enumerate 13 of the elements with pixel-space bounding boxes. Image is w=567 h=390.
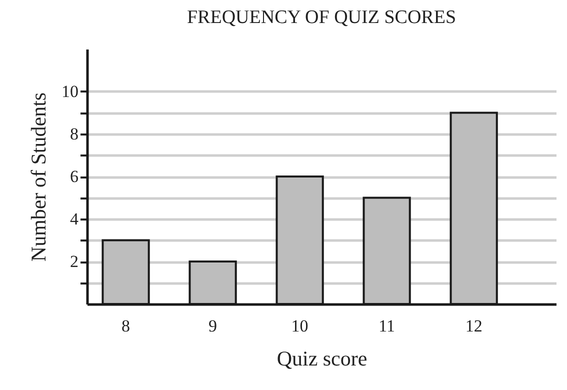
x-axis-title: Quiz score bbox=[276, 346, 368, 370]
x-tick-label: 9 bbox=[208, 316, 218, 336]
chart-title: FREQUENCY OF QUIZ SCORES bbox=[186, 7, 456, 28]
y-axis-title: Number of Students bbox=[26, 92, 50, 262]
y-tick-label: 6 bbox=[70, 167, 78, 186]
x-tick-label: 11 bbox=[378, 316, 395, 336]
x-tick-label: 10 bbox=[291, 316, 308, 336]
x-tick-label: 8 bbox=[122, 316, 130, 336]
x-tick-label: 12 bbox=[465, 316, 482, 336]
y-tick-label: 10 bbox=[62, 82, 78, 101]
y-tick-label: 4 bbox=[70, 210, 79, 228]
y-tick-label: 8 bbox=[70, 124, 78, 144]
y-tick-label: 2 bbox=[70, 252, 78, 271]
